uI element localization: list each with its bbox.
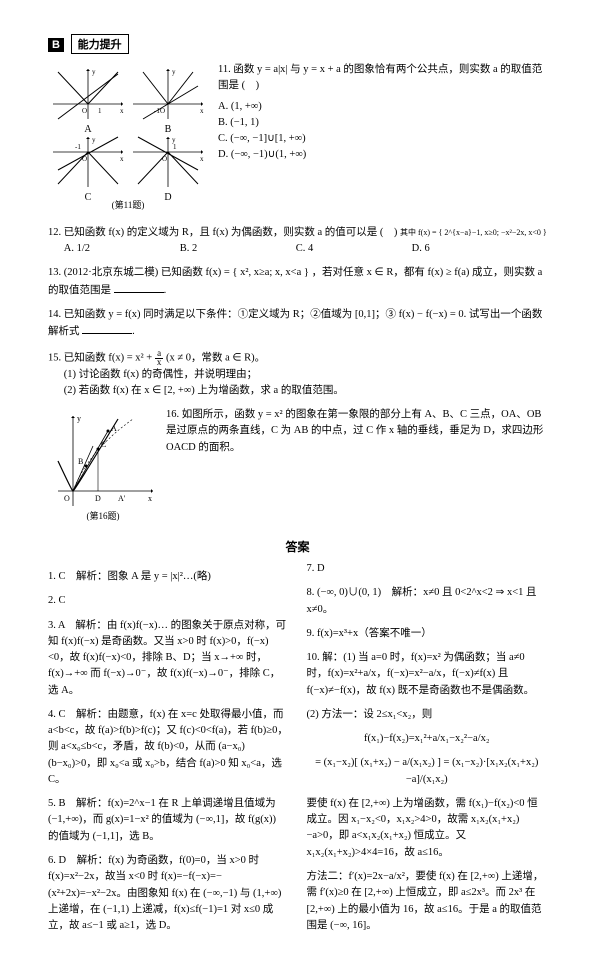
- q15-tail: (x ≠ 0，常数 a ∈ R)。: [166, 352, 265, 363]
- q14-blank: [82, 323, 132, 334]
- q15-p2: (2) 若函数 f(x) 在 x ∈ [2, +∞) 上为增函数，求 a 的取值…: [64, 383, 547, 399]
- q11-stem: 11. 函数 y = a|x| 与 y = x + a 的图象恰有两个公共点，则…: [218, 64, 542, 91]
- ans-10-eq1: f(x₁)−f(x₂)=x₁²+a/x₁−x₂²−a/x₂: [307, 731, 548, 747]
- svg-text:1: 1: [98, 107, 102, 115]
- fig-cell-c-label: C: [48, 190, 128, 206]
- q11-figure: x y O 1 A x: [48, 64, 208, 213]
- ans-1: 1. C 解析：图象 A 是 y = |x|²…(略): [48, 569, 289, 585]
- q15-p1: (1) 讨论函数 f(x) 的奇偶性，并说明理由；: [64, 367, 547, 383]
- ans-7: 7. D: [307, 561, 548, 577]
- ans-10-txt1: 要使 f(x) 在 [2,+∞) 上为增函数，需 f(x₁)−f(x₂)<0 恒…: [307, 796, 548, 861]
- q13-piece: { x², x≥a; x, x<a }: [232, 267, 309, 278]
- svg-text:y: y: [172, 68, 176, 76]
- ans-9: 9. f(x)=x³+x（答案不唯一）: [307, 626, 548, 642]
- svg-text:x: x: [120, 155, 124, 163]
- q16-figure: x y O B C A D A' (第16题): [48, 411, 158, 524]
- svg-text:A': A': [118, 494, 126, 503]
- q12-sub: 其中 f(x) = { 2^{x−a}−1, x≥0; −x²−2x, x<0 …: [400, 228, 547, 237]
- svg-text:x: x: [200, 107, 204, 115]
- ans-10-intro: 10. 解：(1) 当 a=0 时，f(x)=x² 为偶函数；当 a≠0 时，f…: [307, 650, 548, 699]
- q13-prefix: 13. (2012·北京东城二模) 已知函数 f(x) =: [48, 267, 230, 278]
- svg-text:A: A: [111, 424, 117, 433]
- q12-opt-a: A. 1/2: [64, 241, 180, 257]
- fig-cell-d-label: D: [128, 190, 208, 206]
- badge: B: [48, 38, 64, 52]
- ans-8: 8. (−∞, 0)∪(0, 1) 解析：x≠0 且 0<2^x<2 ⇒ x<1…: [307, 585, 548, 618]
- svg-text:O: O: [82, 107, 87, 115]
- svg-text:O: O: [64, 494, 70, 503]
- ans-10-p2b: 方法二：f′(x)=2x−a/x²，要使 f(x) 在 [2,+∞) 上递增，需…: [307, 869, 548, 934]
- svg-text:y: y: [92, 136, 96, 144]
- section-title: 能力提升: [71, 34, 129, 54]
- ans-4: 4. C 解析：由题意，f(x) 在 x=c 处取得最小值，而 a<b<c，故 …: [48, 707, 289, 788]
- q12-opt-b: B. 2: [180, 241, 296, 257]
- ans-3: 3. A 解析：由 f(x)f(−x)… 的图象关于原点对称，可知 f(x)f(…: [48, 618, 289, 699]
- ans-10-p2a: (2) 方法一：设 2≤x₁<x₂，则: [307, 707, 548, 723]
- svg-text:x: x: [200, 155, 204, 163]
- svg-text:x: x: [148, 494, 152, 503]
- svg-text:B: B: [78, 457, 83, 466]
- svg-text:y: y: [92, 68, 96, 76]
- q13-blank: [114, 282, 164, 293]
- q12-stem: 12. 已知函数 f(x) 的定义域为 R，且 f(x) 为偶函数，则实数 a …: [48, 227, 397, 238]
- ans-10-eq2: = (x₁−x₂)[ (x₁+x₂) − a/(x₁x₂) ] = (x₁−x₂…: [307, 755, 548, 788]
- answers-title: 答案: [48, 538, 547, 555]
- q15-stem: 15. 已知函数 f(x) = x² +: [48, 352, 155, 363]
- q12-opt-d: D. 6: [412, 241, 528, 257]
- q12-opt-c: C. 4: [296, 241, 412, 257]
- ans-2: 2. C: [48, 593, 289, 609]
- svg-text:C: C: [101, 440, 106, 449]
- svg-text:y: y: [77, 414, 81, 423]
- q15-frac: ax: [155, 349, 164, 367]
- ans-5: 5. B 解析：f(x)=2^x−1 在 R 上单调递增且值域为 (−1,+∞)…: [48, 796, 289, 845]
- q16-fig-caption: (第16题): [48, 510, 158, 524]
- svg-text:x: x: [120, 107, 124, 115]
- svg-text:D: D: [95, 494, 101, 503]
- svg-text:1: 1: [173, 143, 177, 151]
- q16-stem: 16. 如图所示，函数 y = x² 的图象在第一象限的部分上有 A、B、C 三…: [166, 409, 543, 453]
- ans-6: 6. D 解析：f(x) 为奇函数，f(0)=0，当 x>0 时 f(x)=x²…: [48, 853, 289, 934]
- svg-text:-1: -1: [75, 143, 81, 151]
